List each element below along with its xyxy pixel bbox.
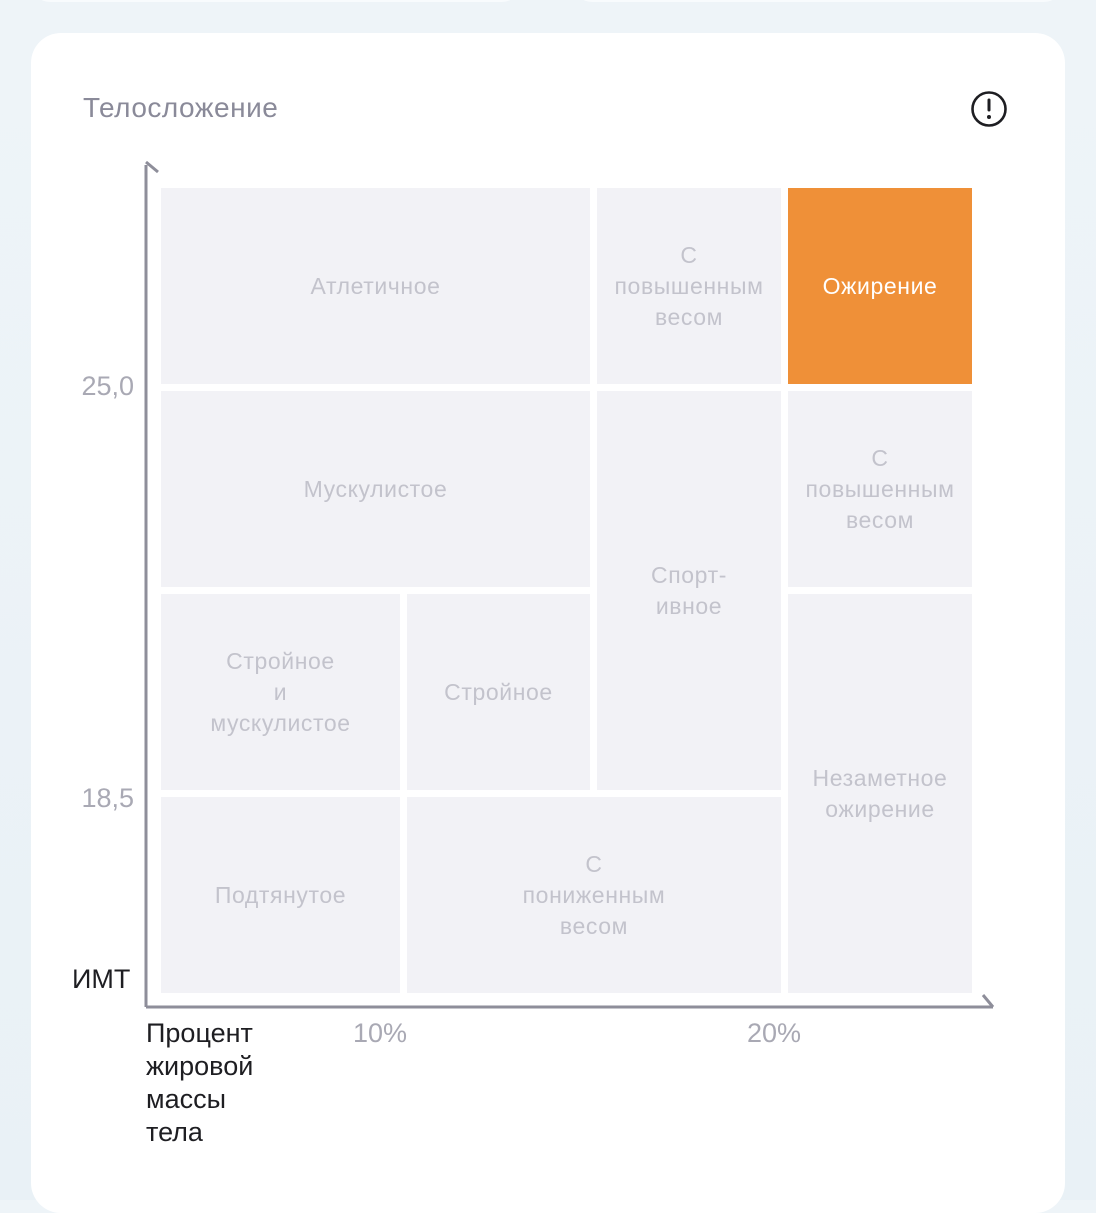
cell-obesity: Ожирение xyxy=(788,188,972,384)
top-card-edge-right xyxy=(574,0,1062,2)
y-axis-name: ИМТ xyxy=(72,964,131,994)
cell-hidden-obesity: Незаметное ожирение xyxy=(788,594,972,993)
x-tick-10: 10% xyxy=(353,1018,408,1048)
card-title: Телосложение xyxy=(83,92,279,123)
cell-athletic: Атлетичное xyxy=(161,188,590,384)
x-axis-name: Процент жировой массы тела xyxy=(146,1018,254,1147)
cell-slim: Стройное xyxy=(407,594,590,790)
cell-toned: Подтянутое xyxy=(161,797,400,993)
cell-muscular: Мускулистое xyxy=(161,391,590,587)
cell-slim-muscular: Стройное и мускулистое xyxy=(161,594,400,790)
top-card-edge-left xyxy=(32,0,520,2)
x-tick-20: 20% xyxy=(747,1018,802,1048)
cell-underweight: С пониженным весом xyxy=(407,797,781,993)
cell-overweight-middle: С повышенным весом xyxy=(788,391,972,587)
y-tick-25: 25,0 xyxy=(81,371,134,401)
y-tick-18-5: 18,5 xyxy=(81,783,134,813)
cell-sporty: Спорт- ивное xyxy=(597,391,781,790)
exclamation-circle-icon[interactable] xyxy=(969,89,1009,129)
cell-overweight-top: С повышенным весом xyxy=(597,188,781,384)
